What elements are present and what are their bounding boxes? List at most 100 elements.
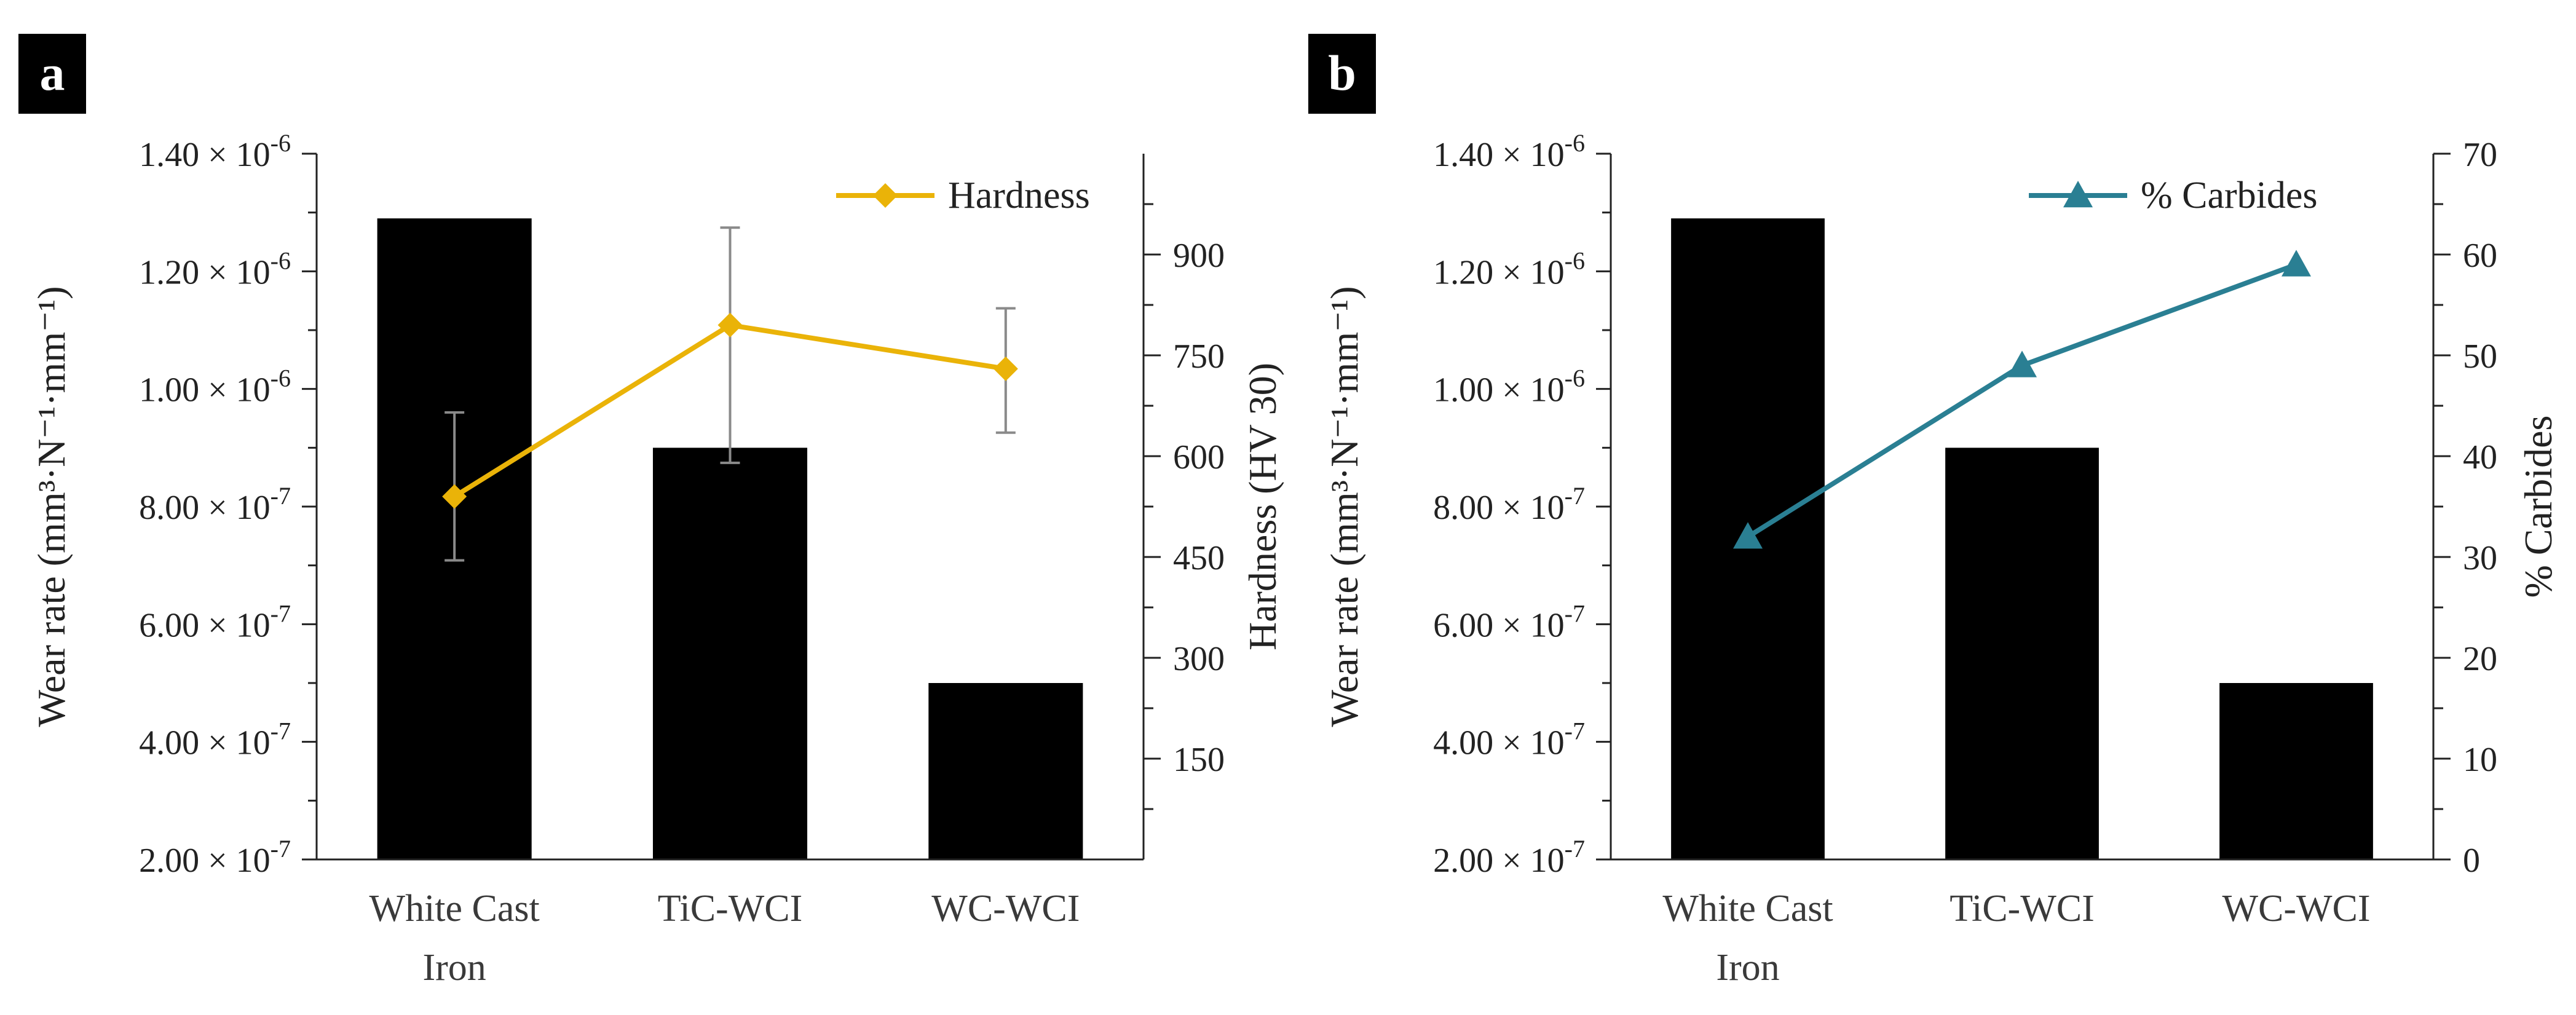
y-tick-exponent: -7 xyxy=(1565,482,1585,510)
y-tick-exponent: -7 xyxy=(271,482,291,510)
y-tick-times: × 10 xyxy=(1493,253,1565,291)
legend-label: Hardness xyxy=(948,175,1090,216)
bar-3 xyxy=(2219,683,2373,859)
y2-tick-label-1: 150 xyxy=(1173,741,1225,779)
y-tick-label-6: 1.20 × 10-6 xyxy=(139,247,291,291)
y-tick-mantissa: 6.00 xyxy=(139,606,199,644)
category-label-1: White Cast xyxy=(369,888,540,930)
y-tick-mantissa: 1.40 xyxy=(1433,136,1493,174)
category-label-3: WC-WCI xyxy=(2222,888,2370,930)
y-tick-label-4: 8.00 × 10-7 xyxy=(1433,482,1585,527)
y-tick-times: × 10 xyxy=(199,136,271,174)
category-label-1: Iron xyxy=(423,947,486,989)
series-point-1 xyxy=(442,484,467,509)
y-tick-exponent: -6 xyxy=(1565,129,1585,157)
y-tick-times: × 10 xyxy=(199,842,271,880)
y-tick-mantissa: 8.00 xyxy=(139,489,199,527)
y-tick-label-5: 1.00 × 10-6 xyxy=(139,365,291,409)
y-tick-label-1: 2.00 × 10-7 xyxy=(139,835,291,880)
chart-panel-a: a2.00 × 10-74.00 × 10-76.00 × 10-78.00 ×… xyxy=(18,34,1284,989)
y-tick-mantissa: 4.00 xyxy=(1433,724,1493,762)
y-tick-label-7: 1.40 × 10-6 xyxy=(1433,129,1585,174)
y-tick-exponent: -6 xyxy=(1565,247,1585,274)
y2-axis-title: Hardness (HV 30) xyxy=(1241,363,1284,650)
y2-tick-label-5: 750 xyxy=(1173,338,1225,376)
y2-tick-label-4: 600 xyxy=(1173,438,1225,476)
y-tick-exponent: -6 xyxy=(271,365,291,392)
y2-tick-label-7: 60 xyxy=(2463,237,2497,275)
y-tick-mantissa: 4.00 xyxy=(139,724,199,762)
y-tick-times: × 10 xyxy=(1493,136,1565,174)
y2-tick-label-2: 10 xyxy=(2463,741,2497,779)
y2-tick-label-6: 50 xyxy=(2463,338,2497,376)
y-tick-exponent: -7 xyxy=(1565,717,1585,745)
y-tick-times: × 10 xyxy=(1493,489,1565,527)
y-tick-exponent: -7 xyxy=(1565,599,1585,627)
y-tick-label-2: 4.00 × 10-7 xyxy=(1433,717,1585,762)
y-tick-mantissa: 1.00 xyxy=(1433,371,1493,409)
category-label-3: WC-WCI xyxy=(931,888,1080,930)
y-tick-mantissa: 1.40 xyxy=(139,136,199,174)
legend-marker xyxy=(873,183,898,208)
bar-2 xyxy=(1945,448,2099,859)
panel-label: a xyxy=(40,45,65,101)
y-tick-times: × 10 xyxy=(199,253,271,291)
series-point-3 xyxy=(2282,250,2311,277)
panel-label-box xyxy=(1308,34,1376,114)
y2-tick-label-4: 30 xyxy=(2463,539,2497,577)
category-label-2: TiC-WCI xyxy=(658,888,802,930)
y-tick-times: × 10 xyxy=(1493,724,1565,762)
y-tick-mantissa: 1.00 xyxy=(139,371,199,409)
legend-label: % Carbides xyxy=(2141,175,2318,216)
y-tick-times: × 10 xyxy=(1493,606,1565,644)
y2-tick-label-5: 40 xyxy=(2463,438,2497,476)
y-tick-exponent: -6 xyxy=(271,129,291,157)
category-label-1: Iron xyxy=(1716,947,1779,989)
panel-label: b xyxy=(1328,45,1356,101)
y-tick-exponent: -7 xyxy=(1565,835,1585,863)
panel-label-box xyxy=(18,34,86,114)
y-tick-mantissa: 8.00 xyxy=(1433,489,1493,527)
y-tick-times: × 10 xyxy=(199,606,271,644)
y-tick-label-3: 6.00 × 10-7 xyxy=(139,599,291,644)
y-tick-exponent: -7 xyxy=(271,835,291,863)
y-tick-mantissa: 2.00 xyxy=(1433,842,1493,880)
y-tick-label-2: 4.00 × 10-7 xyxy=(139,717,291,762)
y-tick-label-7: 1.40 × 10-6 xyxy=(139,129,291,174)
y2-tick-label-1: 0 xyxy=(2463,842,2480,880)
y-tick-exponent: -6 xyxy=(271,247,291,274)
y-axis-title: Wear rate (mm³·N⁻¹·mm⁻¹) xyxy=(1322,286,1366,727)
y-tick-mantissa: 1.20 xyxy=(1433,253,1493,291)
y2-tick-label-3: 20 xyxy=(2463,640,2497,678)
series-point-3 xyxy=(993,356,1018,381)
bar-2 xyxy=(652,448,808,859)
y-tick-label-1: 2.00 × 10-7 xyxy=(1433,835,1585,880)
chart-panel-b: b2.00 × 10-74.00 × 10-76.00 × 10-78.00 ×… xyxy=(1308,34,2560,989)
y-tick-mantissa: 2.00 xyxy=(139,842,199,880)
bar-3 xyxy=(928,683,1083,859)
series-point-2 xyxy=(2007,350,2037,377)
y-tick-exponent: -7 xyxy=(271,599,291,627)
y-tick-exponent: -7 xyxy=(271,717,291,745)
series-point-1 xyxy=(1733,522,1763,549)
y2-axis-title: % Carbides xyxy=(2516,416,2560,598)
y-tick-mantissa: 6.00 xyxy=(1433,606,1493,644)
y-tick-label-4: 8.00 × 10-7 xyxy=(139,482,291,527)
y-tick-label-5: 1.00 × 10-6 xyxy=(1433,365,1585,409)
series-point-2 xyxy=(717,312,743,338)
y-tick-label-3: 6.00 × 10-7 xyxy=(1433,599,1585,644)
y-tick-exponent: -6 xyxy=(1565,365,1585,392)
y-tick-times: × 10 xyxy=(1493,842,1565,880)
y2-tick-label-3: 450 xyxy=(1173,539,1225,577)
y-tick-times: × 10 xyxy=(199,724,271,762)
y2-tick-label-6: 900 xyxy=(1173,237,1225,275)
y-tick-times: × 10 xyxy=(199,489,271,527)
y-tick-mantissa: 1.20 xyxy=(139,253,199,291)
y-tick-times: × 10 xyxy=(1493,371,1565,409)
y-tick-times: × 10 xyxy=(199,371,271,409)
y2-tick-label-2: 300 xyxy=(1173,640,1225,678)
category-label-2: TiC-WCI xyxy=(1950,888,2094,930)
y2-tick-label-8: 70 xyxy=(2463,136,2497,174)
category-label-1: White Cast xyxy=(1662,888,1833,930)
